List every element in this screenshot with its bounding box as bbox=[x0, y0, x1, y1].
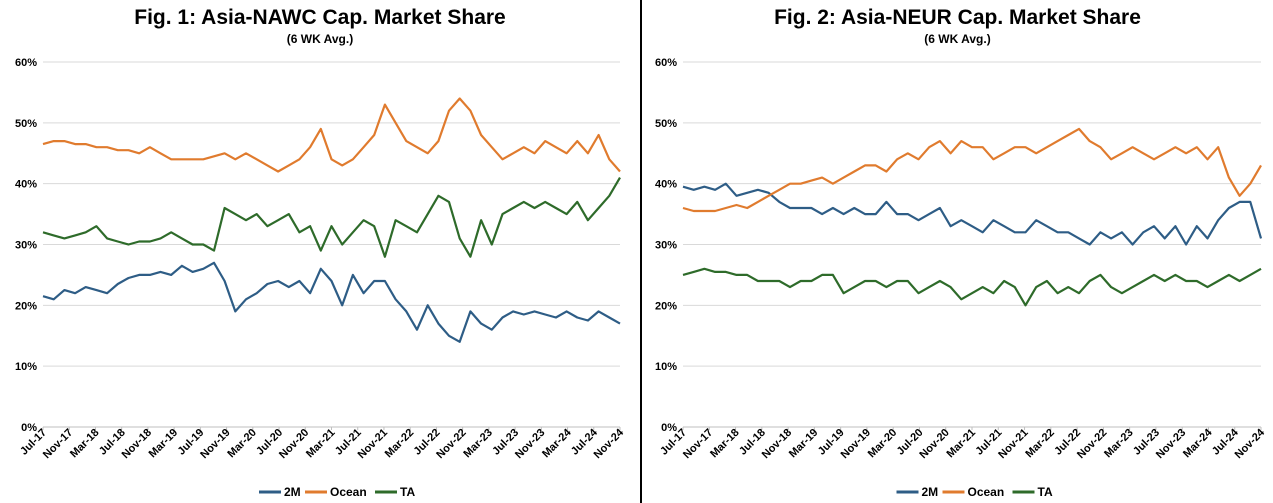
y-tick-label: 50% bbox=[15, 118, 37, 130]
chart-plot-2: 0%10%20%30%40%50%60%Jul-17Nov-17Mar-18Ju… bbox=[655, 57, 1268, 499]
y-tick-label: 40% bbox=[15, 179, 37, 191]
chart-title: Fig. 2: Asia-NEUR Cap. Market Share bbox=[774, 6, 1141, 29]
x-tick-label: Nov-17 bbox=[681, 427, 715, 461]
y-tick-label: 60% bbox=[655, 57, 677, 69]
x-tick-label: Nov-24 bbox=[592, 426, 627, 461]
series-line-2m bbox=[682, 182, 1263, 246]
panel-divider bbox=[640, 0, 642, 503]
legend-label: 2M bbox=[284, 485, 301, 499]
x-tick-label: Nov-20 bbox=[277, 427, 311, 461]
y-tick-label: 10% bbox=[15, 361, 37, 373]
x-tick-label: Mar-22 bbox=[1023, 427, 1057, 461]
x-tick-label: Mar-20 bbox=[866, 427, 900, 461]
y-tick-label: 40% bbox=[655, 179, 677, 191]
x-tick-label: Mar-22 bbox=[383, 427, 417, 461]
legend-label: TA bbox=[1038, 485, 1053, 499]
x-tick-label: Mar-18 bbox=[708, 427, 742, 461]
x-tick-label: Mar-23 bbox=[1102, 427, 1136, 461]
chart-subtitle: (6 WK Avg.) bbox=[924, 32, 991, 46]
chart-plot-1: 0%10%20%30%40%50%60%Jul-17Nov-17Mar-18Ju… bbox=[15, 57, 627, 499]
x-tick-label: Mar-20 bbox=[225, 427, 259, 461]
y-tick-label: 10% bbox=[655, 361, 677, 373]
x-tick-label: Mar-21 bbox=[304, 427, 338, 461]
x-tick-label: Mar-21 bbox=[945, 427, 979, 461]
x-tick-label: Mar-19 bbox=[787, 427, 821, 461]
x-tick-label: Mar-23 bbox=[461, 427, 495, 461]
x-tick-label: Nov-23 bbox=[1154, 427, 1188, 461]
x-tick-label: Nov-20 bbox=[917, 427, 951, 461]
y-tick-label: 0% bbox=[661, 422, 677, 434]
y-tick-label: 30% bbox=[15, 240, 37, 252]
y-tick-label: 20% bbox=[655, 300, 677, 312]
series-line-ocean bbox=[682, 127, 1262, 213]
y-tick-label: 30% bbox=[655, 240, 677, 252]
x-tick-label: Nov-23 bbox=[513, 427, 547, 461]
x-tick-label: Nov-18 bbox=[760, 427, 794, 461]
x-tick-label: Mar-19 bbox=[147, 427, 181, 461]
x-tick-label: Mar-18 bbox=[68, 427, 102, 461]
chart-subtitle: (6 WK Avg.) bbox=[286, 32, 354, 46]
x-tick-label: Nov-17 bbox=[41, 427, 75, 461]
x-tick-label: Nov-19 bbox=[198, 427, 232, 461]
x-tick-label: Nov-22 bbox=[434, 427, 468, 461]
legend-label: 2M bbox=[922, 485, 939, 499]
series-line-ocean bbox=[42, 97, 621, 173]
y-tick-label: 0% bbox=[21, 422, 37, 434]
chart-panel-2: Fig. 2: Asia-NEUR Cap. Market Share (6 W… bbox=[642, 0, 1273, 503]
x-tick-label: Nov-21 bbox=[356, 427, 390, 461]
x-tick-label: Nov-19 bbox=[839, 427, 873, 461]
legend-label: Ocean bbox=[968, 485, 1005, 499]
x-tick-label: Nov-21 bbox=[996, 427, 1030, 461]
chart-title: Fig. 1: Asia-NAWC Cap. Market Share bbox=[134, 6, 506, 29]
legend-label: TA bbox=[400, 485, 415, 499]
x-tick-label: Mar-24 bbox=[1181, 426, 1215, 460]
x-tick-label: Nov-18 bbox=[120, 427, 154, 461]
x-tick-label: Mar-24 bbox=[540, 426, 574, 460]
y-tick-label: 50% bbox=[655, 118, 677, 130]
series-line-ta bbox=[682, 267, 1262, 307]
x-tick-label: Nov-22 bbox=[1075, 427, 1109, 461]
y-tick-label: 20% bbox=[15, 300, 37, 312]
y-tick-label: 60% bbox=[15, 57, 37, 69]
x-tick-label: Nov-24 bbox=[1233, 426, 1268, 461]
legend-label: Ocean bbox=[330, 485, 367, 499]
chart-panel-1: Fig. 1: Asia-NAWC Cap. Market Share (6 W… bbox=[15, 6, 627, 499]
series-line-2m bbox=[42, 261, 621, 343]
series-line-ta bbox=[42, 177, 621, 258]
